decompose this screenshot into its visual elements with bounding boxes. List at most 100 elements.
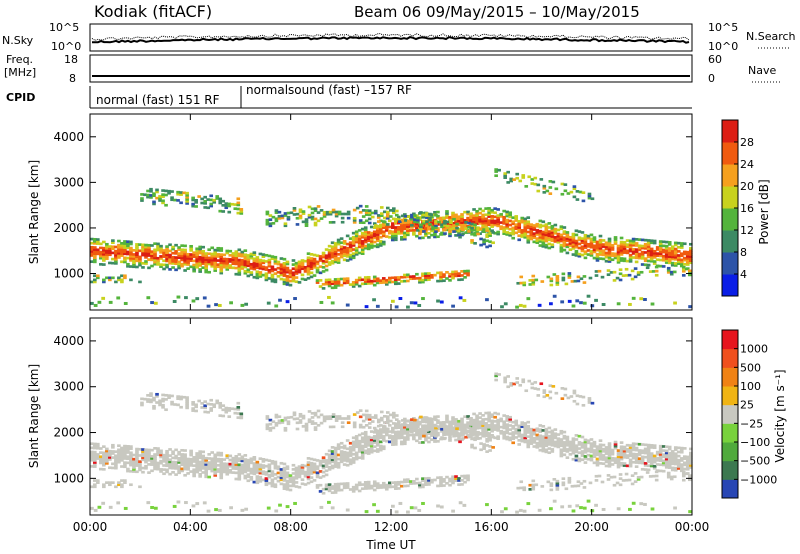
velocity-cell xyxy=(270,462,275,465)
velocity-cell xyxy=(129,469,133,473)
velocity-cell xyxy=(274,421,279,425)
velocity-cell xyxy=(562,430,567,434)
velocity-cell xyxy=(93,461,97,464)
power-cell xyxy=(482,242,486,246)
power-cell xyxy=(385,214,390,218)
velocity-cell xyxy=(336,447,341,451)
velocity-cell xyxy=(538,438,543,442)
colorbar-tick-label: 16 xyxy=(740,202,754,215)
velocity-cell xyxy=(195,466,199,470)
velocity-cell xyxy=(649,444,654,447)
velocity-cell xyxy=(321,487,326,491)
velocity-cell xyxy=(255,464,260,468)
velocity-cell xyxy=(544,436,549,439)
velocity-cell xyxy=(526,424,531,428)
velocity-cell xyxy=(592,451,597,454)
power-cell xyxy=(387,235,392,239)
power-cell xyxy=(195,265,199,269)
velocity-cell xyxy=(397,436,401,440)
power-cell xyxy=(229,301,233,305)
velocity-cell xyxy=(576,484,581,488)
velocity-cell xyxy=(571,441,576,445)
power-cell xyxy=(176,199,180,202)
velocity-cell xyxy=(679,457,684,460)
power-cell xyxy=(523,231,528,235)
velocity-cell xyxy=(457,479,461,482)
power-cell xyxy=(556,236,561,240)
velocity-cell xyxy=(221,408,226,412)
power-cell xyxy=(282,274,287,277)
power-cell xyxy=(261,259,266,263)
velocity-cell xyxy=(493,428,497,431)
velocity-cell xyxy=(282,472,287,476)
velocity-cell xyxy=(431,430,435,433)
velocity-cell xyxy=(170,402,174,406)
velocity-cell xyxy=(237,475,242,479)
velocity-cell xyxy=(372,488,377,492)
velocity-cell xyxy=(415,431,419,434)
power-cell xyxy=(460,274,464,277)
velocity-cell xyxy=(511,420,516,424)
velocity-cell xyxy=(445,414,449,418)
velocity-cell xyxy=(460,429,464,433)
power-cell xyxy=(544,239,549,243)
velocity-cell xyxy=(90,458,94,462)
nsky-panel: N.Sky 10^5 10^0 10^5 10^0 N.Search xyxy=(2,21,796,53)
power-cell xyxy=(535,231,540,234)
power-cell xyxy=(403,235,407,239)
velocity-cell xyxy=(410,420,414,424)
velocity-cell xyxy=(210,469,215,473)
x-tick-label: 12:00 xyxy=(374,520,409,534)
velocity-cell xyxy=(442,484,446,487)
power-cell xyxy=(201,266,205,270)
power-cell xyxy=(120,246,124,249)
velocity-cell xyxy=(654,474,659,478)
power-cell xyxy=(180,252,184,256)
power-cell xyxy=(428,218,432,222)
velocity-cell xyxy=(201,454,205,458)
power-cell xyxy=(452,226,456,229)
velocity-cell xyxy=(207,463,211,466)
velocity-cell xyxy=(598,443,603,447)
power-cell xyxy=(210,264,215,268)
power-cell xyxy=(550,233,555,236)
power-cell xyxy=(265,222,270,226)
velocity-cell xyxy=(391,441,395,444)
velocity-cell xyxy=(467,426,471,430)
velocity-cell xyxy=(403,436,407,439)
power-cell xyxy=(195,251,199,255)
power-cell xyxy=(191,196,195,200)
velocity-cell xyxy=(273,464,278,468)
power-cell xyxy=(655,258,660,262)
velocity-cell xyxy=(358,415,363,419)
power-cell xyxy=(318,259,323,262)
velocity-cell xyxy=(375,486,380,490)
power-cell xyxy=(129,259,133,262)
velocity-cell xyxy=(343,417,348,420)
power-cell xyxy=(354,250,359,254)
velocity-cell xyxy=(306,473,311,477)
power-cell xyxy=(225,261,230,265)
velocity-cell xyxy=(168,462,172,466)
velocity-cell xyxy=(496,420,500,424)
velocity-cell xyxy=(258,467,263,471)
velocity-cell xyxy=(532,441,537,444)
power-cell xyxy=(141,247,145,251)
power-cell xyxy=(415,277,419,280)
velocity-cell xyxy=(403,430,407,433)
power-cell xyxy=(542,186,547,190)
velocity-cell xyxy=(216,468,221,471)
power-cell xyxy=(406,275,410,279)
velocity-cell xyxy=(676,460,681,464)
velocity-cell xyxy=(565,448,570,451)
power-cell xyxy=(158,199,162,202)
velocity-cell xyxy=(219,460,224,463)
velocity-cell xyxy=(664,461,669,465)
power-cell xyxy=(469,214,473,218)
power-cell xyxy=(667,241,672,244)
velocity-cell xyxy=(577,443,582,446)
power-cell xyxy=(96,240,100,243)
power-cell xyxy=(634,242,639,245)
velocity-cell xyxy=(324,483,329,487)
velocity-cell xyxy=(331,425,336,429)
